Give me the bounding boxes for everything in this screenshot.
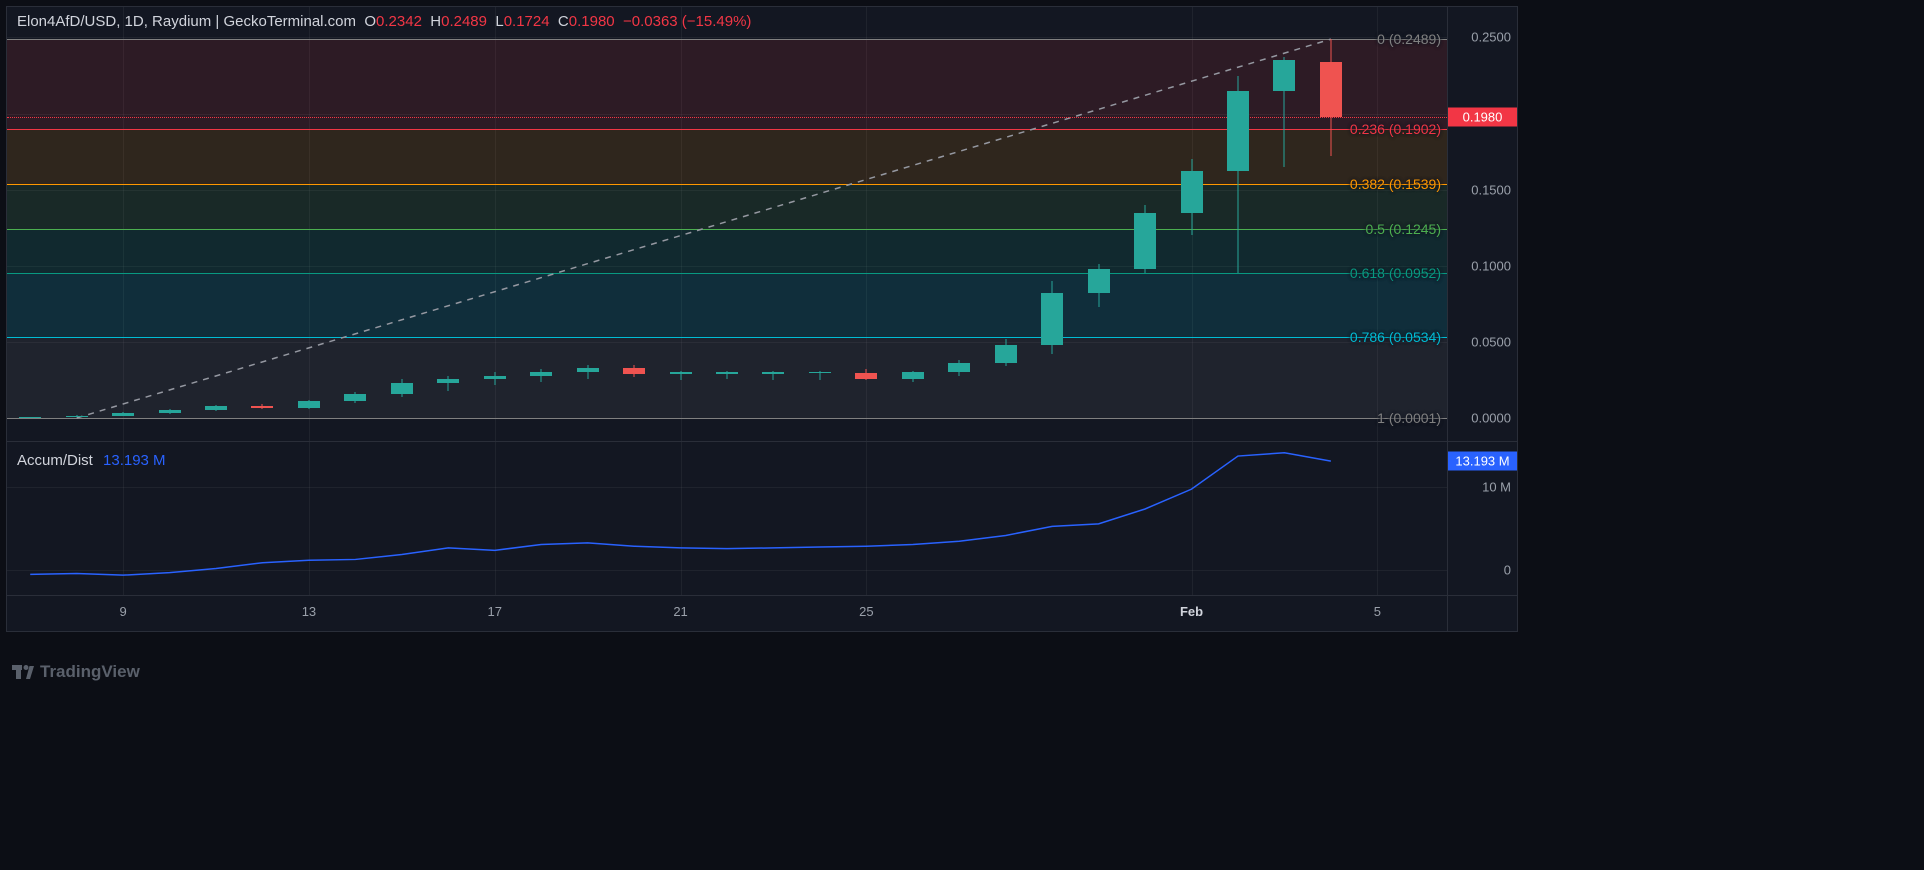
fib-label: 0.5 (0.1245) <box>1366 221 1442 237</box>
y-tick-label: 0 <box>1504 563 1511 578</box>
candlestick[interactable] <box>391 7 413 441</box>
accum-dist-chart[interactable]: Accum/Dist 13.193 M 0 10 M 13.193 M <box>6 441 1518 596</box>
accum-dist-value: 13.193 M <box>103 452 166 469</box>
accum-dist-y-axis[interactable]: 0 10 M 13.193 M <box>1447 442 1517 595</box>
last-price-badge: 0.1980 <box>1448 107 1517 126</box>
price-chart[interactable]: Elon4AfD/USD, 1D, Raydium | GeckoTermina… <box>6 6 1518 441</box>
y-tick-label: 10 M <box>1482 480 1511 495</box>
candlestick[interactable] <box>1181 7 1203 441</box>
candlestick[interactable] <box>762 7 784 441</box>
x-tick-label: 13 <box>302 604 316 619</box>
fib-label: 0 (0.2489) <box>1377 31 1441 47</box>
ohlc-change: −0.0363 (−15.49%) <box>623 13 751 30</box>
price-y-axis[interactable]: 0.00000.05000.10000.15000.20000.25000.19… <box>1447 7 1517 441</box>
x-tick-label: 5 <box>1374 604 1381 619</box>
fib-label: 0.236 (0.1902) <box>1350 121 1441 137</box>
candlestick[interactable] <box>530 7 552 441</box>
accum-dist-line <box>7 442 1447 595</box>
candlestick[interactable] <box>1041 7 1063 441</box>
ohlc-high: 0.2489 <box>441 13 487 30</box>
y-tick-label: 0.0500 <box>1471 335 1511 350</box>
candlestick[interactable] <box>995 7 1017 441</box>
candlestick[interactable] <box>623 7 645 441</box>
x-tick-label: 9 <box>120 604 127 619</box>
candlestick[interactable] <box>437 7 459 441</box>
time-axis[interactable]: 9 13 17 21 25 Feb 5 <box>6 596 1518 632</box>
candlestick[interactable] <box>577 7 599 441</box>
x-tick-label: Feb <box>1180 604 1203 619</box>
candlestick[interactable] <box>1088 7 1110 441</box>
fib-label: 0.618 (0.0952) <box>1350 265 1441 281</box>
x-tick-label: 25 <box>859 604 873 619</box>
y-tick-label: 0.2500 <box>1471 30 1511 45</box>
ohlc-legend: Elon4AfD/USD, 1D, Raydium | GeckoTermina… <box>17 13 751 30</box>
candlestick[interactable] <box>1227 7 1249 441</box>
candlestick[interactable] <box>902 7 924 441</box>
candlestick[interactable] <box>1134 7 1156 441</box>
candlestick[interactable] <box>344 7 366 441</box>
candlestick[interactable] <box>1273 7 1295 441</box>
tradingview-logo: TradingView <box>12 662 140 682</box>
ohlc-open: 0.2342 <box>376 13 422 30</box>
candlestick[interactable] <box>484 7 506 441</box>
candlestick[interactable] <box>66 7 88 441</box>
ohlc-close: 0.1980 <box>569 13 615 30</box>
y-tick-label: 0.1500 <box>1471 182 1511 197</box>
y-tick-label: 0.1000 <box>1471 258 1511 273</box>
fib-label: 0.382 (0.1539) <box>1350 176 1441 192</box>
candlestick[interactable] <box>855 7 877 441</box>
candlestick[interactable] <box>159 7 181 441</box>
candlestick[interactable] <box>19 7 41 441</box>
accum-dist-legend: Accum/Dist 13.193 M <box>17 452 166 469</box>
accum-dist-badge: 13.193 M <box>1448 452 1517 471</box>
fib-label: 0.786 (0.0534) <box>1350 329 1441 345</box>
ohlc-low: 0.1724 <box>504 13 550 30</box>
candlestick[interactable] <box>251 7 273 441</box>
fib-label: 1 (0.0001) <box>1377 410 1441 426</box>
candlestick[interactable] <box>670 7 692 441</box>
x-tick-label: 21 <box>673 604 687 619</box>
y-tick-label: 0.0000 <box>1471 411 1511 426</box>
x-tick-label: 17 <box>488 604 502 619</box>
candlestick[interactable] <box>298 7 320 441</box>
accum-dist-title: Accum/Dist <box>17 452 93 469</box>
candlestick[interactable] <box>1320 7 1342 441</box>
candlestick[interactable] <box>948 7 970 441</box>
candlestick[interactable] <box>112 7 134 441</box>
symbol-title: Elon4AfD/USD, 1D, Raydium | GeckoTermina… <box>17 13 356 30</box>
candlestick[interactable] <box>809 7 831 441</box>
candlestick[interactable] <box>205 7 227 441</box>
candlestick[interactable] <box>716 7 738 441</box>
